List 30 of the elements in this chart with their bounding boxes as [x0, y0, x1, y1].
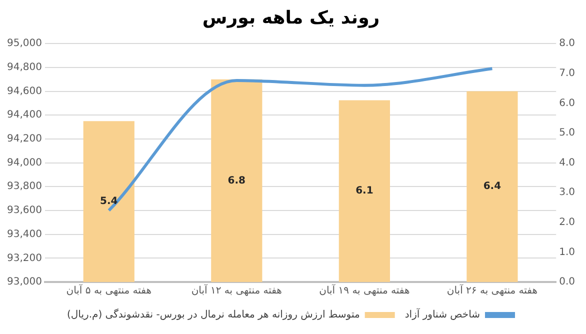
x-tick-label: هفته منتهی به ۵ آبان — [66, 284, 152, 297]
y-tick-label: 93,800 — [6, 181, 42, 192]
y-tick-label: 94,000 — [6, 157, 42, 168]
y2-tick-label: 6.0 — [559, 98, 576, 109]
chart-title: روند یک ماهه بورس — [202, 7, 380, 28]
y2-tick-label: 3.0 — [559, 187, 576, 198]
data-label: 6.4 — [483, 181, 502, 192]
x-tick-label: هفته منتهی به ۱۹ آبان — [319, 284, 410, 297]
data-label: 6.1 — [356, 186, 374, 197]
x-tick-label: هفته منتهی به ۱۲ آبان — [191, 284, 282, 297]
legend-label: متوسط ارزش روزانه هر معامله نرمال در بورس- نقدشوندگی (م.ریال) — [67, 308, 360, 321]
y-tick-label: 94,200 — [6, 134, 42, 145]
y-tick-label: 93,000 — [6, 276, 42, 288]
data-label: 6.8 — [228, 175, 246, 186]
y-tick-label: 94,600 — [6, 86, 42, 97]
y2-tick-label: 0.0 — [559, 276, 576, 288]
y2-tick-label: 1.0 — [559, 246, 576, 258]
x-tick-label: هفته منتهی به ۲۶ آبان — [446, 284, 538, 297]
y2-tick-label: 8.0 — [559, 38, 576, 50]
y-tick-label: 94,800 — [6, 62, 42, 74]
y-tick-label: 95,000 — [6, 38, 42, 50]
y-tick-label: 94,400 — [6, 110, 42, 121]
legend-label: شاخص شناور آزاد — [404, 308, 480, 321]
y2-tick-label: 7.0 — [559, 68, 576, 79]
y-tick-label: 93,600 — [6, 205, 42, 216]
y-tick-label: 93,200 — [6, 252, 42, 264]
y-tick-label: 93,400 — [6, 228, 42, 240]
y2-tick-label: 4.0 — [559, 157, 576, 168]
y2-tick-label: 2.0 — [559, 216, 576, 228]
y2-tick-label: 5.0 — [559, 128, 576, 139]
